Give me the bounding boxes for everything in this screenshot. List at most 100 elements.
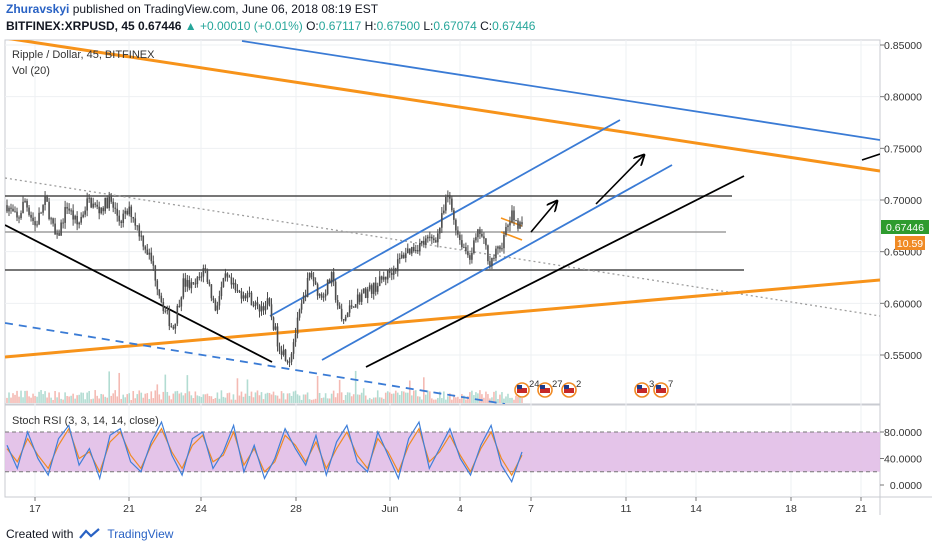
candle-body: [298, 309, 301, 318]
volume-bar: [208, 396, 211, 403]
candle-body: [190, 282, 193, 289]
candle-body: [352, 306, 355, 308]
candle-body: [256, 302, 259, 305]
volume-bar: [250, 391, 253, 403]
volume-bar: [160, 399, 163, 403]
volume-bar: [36, 396, 38, 403]
volume-bar: [78, 394, 80, 403]
candle-body: [370, 285, 373, 294]
volume-bar: [416, 396, 419, 403]
candle-body: [260, 306, 263, 312]
event-flag-count: 2: [576, 379, 581, 390]
volume-bar: [24, 390, 26, 403]
candle-body: [160, 295, 163, 302]
tradingview-brand-link[interactable]: TradingView: [107, 527, 174, 541]
event-flag[interactable]: 3: [634, 379, 654, 398]
candle-body: [481, 233, 483, 237]
volume-bar: [116, 396, 119, 403]
price-axis[interactable]: 0.850000.800000.750000.700000.650000.600…: [880, 40, 922, 362]
volume-bar: [304, 394, 307, 403]
volume-bar: [234, 399, 237, 403]
volume-bar: [282, 393, 285, 403]
candle-body: [356, 294, 359, 305]
volume-bar: [352, 394, 355, 403]
blue-descending-line: [241, 40, 880, 141]
candle-body: [477, 229, 479, 238]
candle-body: [511, 210, 513, 223]
candle-body: [212, 298, 215, 301]
volume-bar: [453, 394, 455, 403]
candle-body: [467, 251, 469, 256]
event-flag-count: 3: [649, 379, 654, 390]
candle-body: [425, 238, 427, 245]
candle-body: [272, 317, 275, 330]
volume-bar: [288, 393, 291, 403]
candle-body: [222, 278, 225, 288]
tradingview-logo-icon: [79, 528, 101, 539]
volume-bar: [76, 395, 78, 403]
volume-bar: [455, 397, 457, 403]
volume-bar: [190, 395, 193, 403]
flag-canton-icon: [656, 385, 661, 389]
candle-body: [326, 279, 329, 294]
price-tick-label: 0.70000: [884, 195, 922, 207]
candle-body: [244, 295, 247, 299]
volume-bar: [475, 392, 477, 403]
volume-bar: [435, 399, 437, 403]
candle-body: [20, 213, 22, 219]
event-flag[interactable]: 24: [514, 379, 540, 398]
volume-bar: [60, 398, 62, 403]
event-flag[interactable]: 7: [653, 379, 673, 398]
volume-bar: [358, 394, 361, 403]
candle-body: [34, 221, 36, 226]
event-flags[interactable]: 24 27 2 3 7: [514, 379, 673, 398]
volume-bar: [202, 394, 205, 403]
time-tick-label: 11: [621, 503, 632, 515]
volume-bar: [144, 393, 147, 403]
volume-bar: [236, 378, 239, 403]
volume-bar: [511, 397, 513, 403]
volume-bar: [42, 394, 44, 403]
volume-bar: [294, 390, 297, 403]
volume-bar: [503, 398, 505, 403]
candle-body: [284, 349, 287, 362]
candle-body: [398, 257, 401, 260]
flag-stripes-icon: [517, 388, 527, 393]
candle-body: [447, 195, 449, 198]
event-flag[interactable]: 2: [561, 379, 581, 398]
volume-bar: [509, 397, 511, 403]
volume-bar: [398, 394, 401, 403]
candle-body: [40, 212, 42, 214]
candle-body: [306, 278, 309, 298]
candle-body: [152, 261, 155, 266]
candle-body: [32, 217, 34, 222]
volume-bar: [314, 398, 317, 403]
volume-bar: [364, 395, 367, 403]
author-link[interactable]: Zhuravskyi: [6, 2, 70, 16]
volume-bar: [154, 390, 157, 403]
candle-body: [453, 210, 455, 220]
volume-bar: [50, 397, 52, 403]
candle-body: [439, 227, 441, 234]
chart-frame[interactable]: 24 27 2 3 7 Ripple / Dollar, 45, BITFINEX Vo…: [0, 38, 932, 523]
candle-body: [414, 250, 417, 252]
footer: Created with TradingView: [6, 527, 173, 541]
volume-bar: [342, 399, 345, 403]
event-flag[interactable]: 27: [537, 379, 563, 398]
candle-body: [449, 195, 451, 199]
volume-bar: [465, 399, 467, 403]
volume-bar: [328, 398, 331, 403]
volume-bar: [473, 395, 475, 403]
time-axis[interactable]: 17 21 24 28 Jun 4 7 11 14 18 21: [29, 497, 867, 515]
high-label: H:: [364, 19, 377, 33]
rsi-axis[interactable]: 80.0000 40.0000 0.0000: [880, 427, 922, 492]
candle-body: [238, 291, 241, 293]
volume-bar: [372, 397, 375, 403]
volume-bar: [495, 390, 497, 403]
volume-bar: [515, 395, 517, 403]
candle-body: [314, 281, 317, 285]
volume-bar: [200, 397, 203, 403]
candle-body: [220, 287, 223, 297]
candle-body: [126, 210, 129, 215]
volume-bar: [286, 393, 289, 403]
